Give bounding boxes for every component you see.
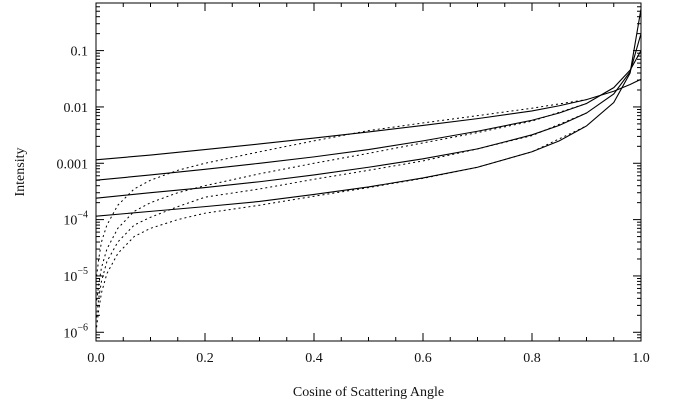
y-tick-label: 10−5	[63, 266, 88, 285]
solid-series-line-3	[95, 8, 642, 217]
x-axis-title: Cosine of Scattering Angle	[293, 385, 444, 400]
solid-series-line-2	[95, 33, 642, 199]
dotted-series-line-5	[95, 103, 587, 306]
x-tick-label: 1.0	[632, 351, 650, 366]
x-tick-label: 0.0	[87, 351, 105, 366]
solid-series-line-1	[95, 50, 642, 181]
y-tick-label: 10−4	[63, 210, 88, 229]
x-tick-label: 0.2	[196, 351, 214, 366]
x-tick-label: 0.8	[523, 351, 541, 366]
solid-series-line-0	[95, 78, 642, 161]
x-tick-label: 0.6	[414, 351, 432, 366]
y-tick-label: 0.001	[57, 157, 89, 172]
dotted-series-line-6	[95, 112, 587, 323]
y-axis-title: Intensity	[13, 148, 28, 197]
curves	[95, 8, 642, 333]
x-axis: 0.0 0.2 0.4 0.6 0.8 1.0	[87, 3, 650, 366]
y-axis: 0.1 0.01 0.001 10−4 10−5 10−6	[57, 6, 641, 342]
x-tick-label: 0.4	[305, 351, 323, 366]
y-tick-label: 0.01	[64, 101, 89, 116]
plot-area: 0.0 0.2 0.4 0.6 0.8 1.0 0.1 0.01 0.001 10−4 10−5 1…	[57, 2, 650, 366]
y-tick-label: 10−6	[63, 322, 88, 341]
y-tick-label: 0.1	[71, 45, 89, 60]
